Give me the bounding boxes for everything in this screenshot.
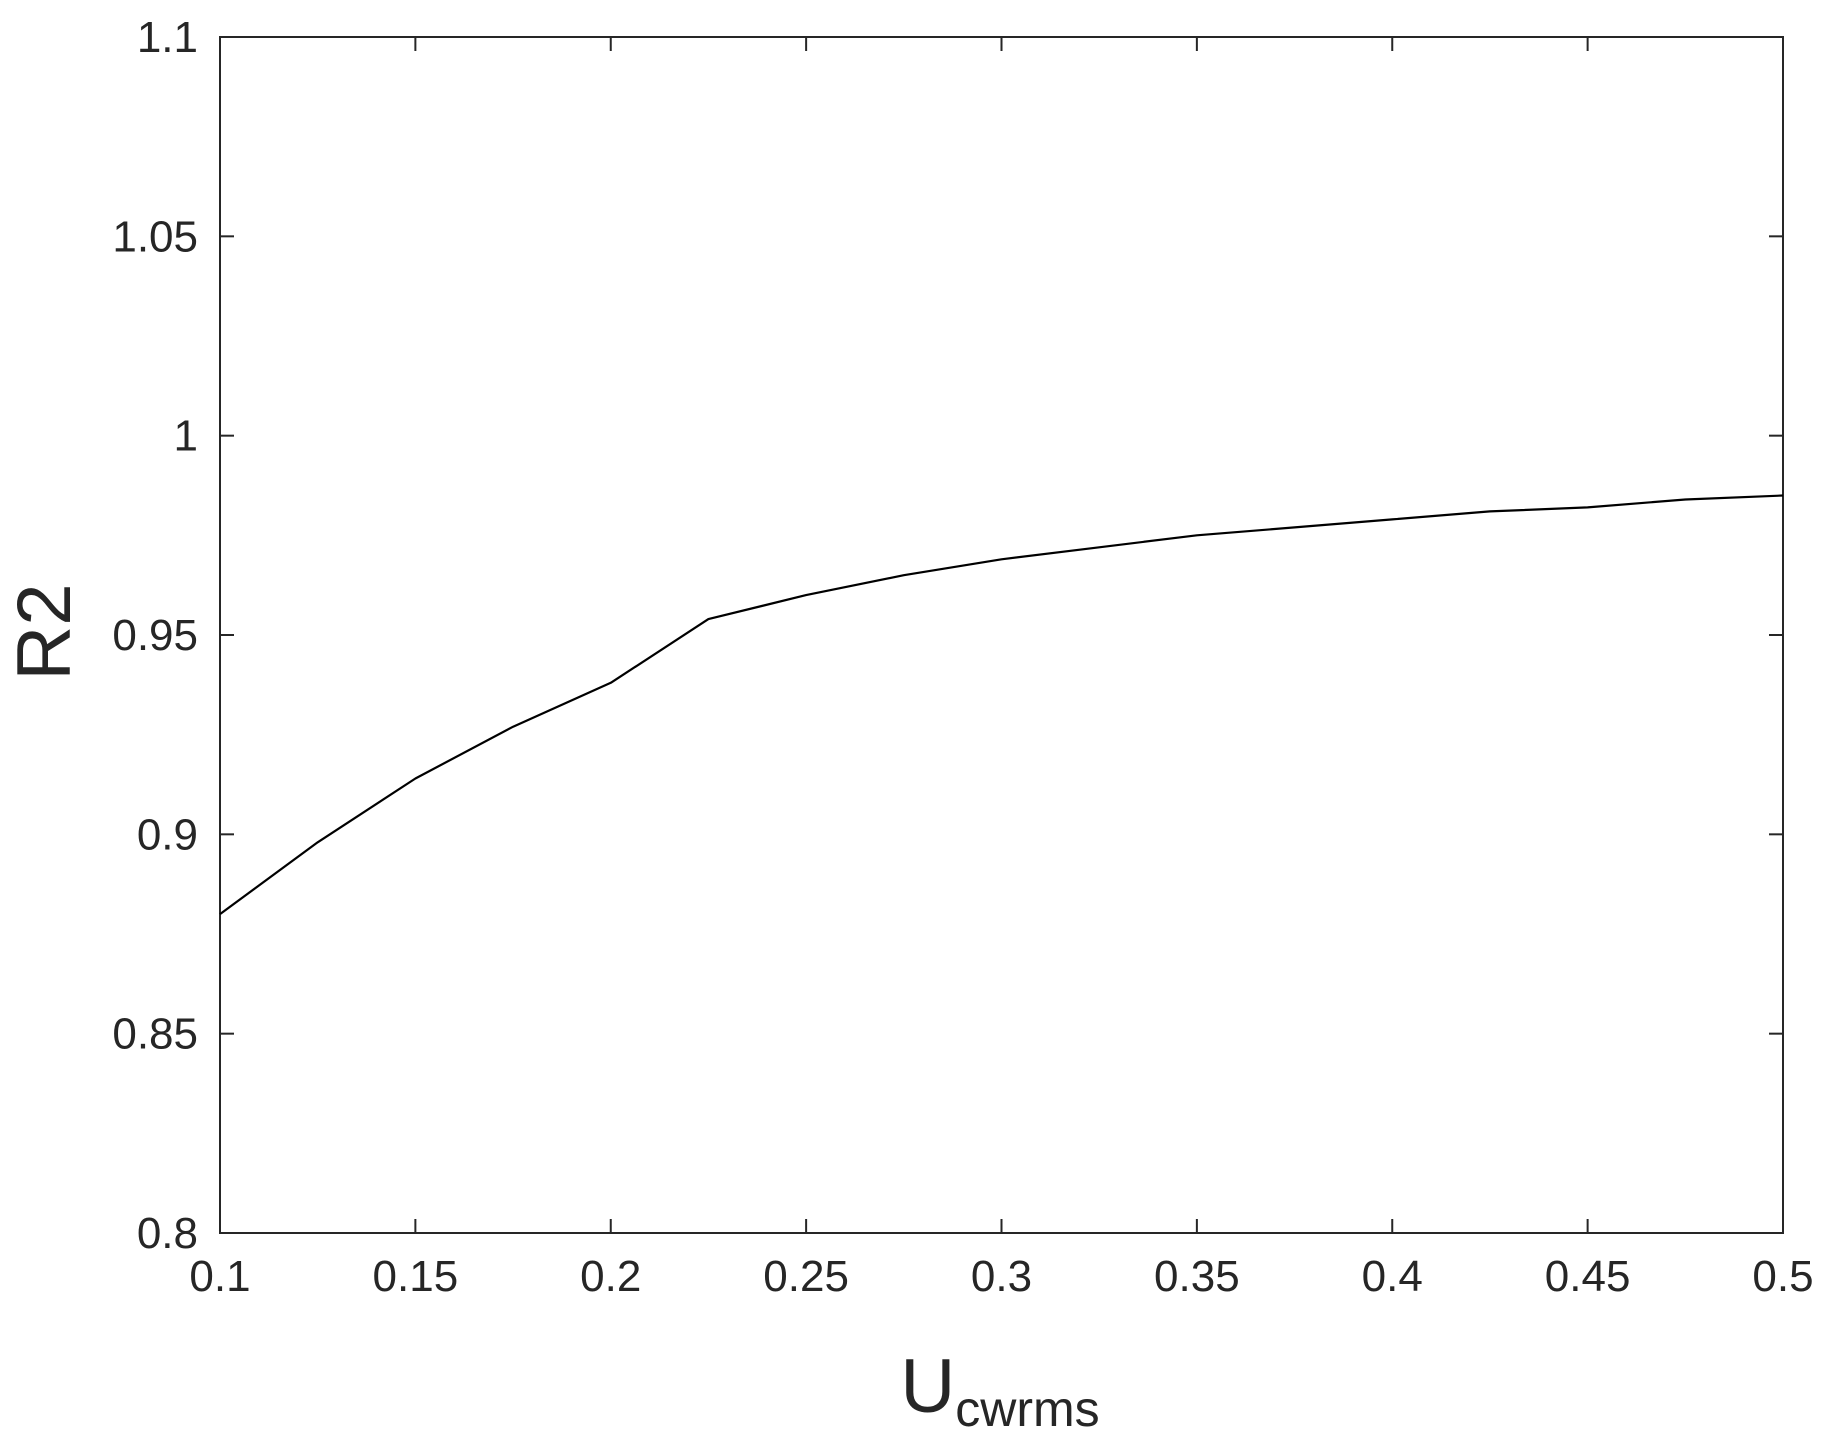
- x-axis-title-subscript: cwrms: [955, 1381, 1099, 1437]
- y-tick-label: 1.05: [112, 212, 198, 261]
- x-tick-label: 0.3: [971, 1252, 1032, 1301]
- y-axis-title: R2: [2, 583, 87, 680]
- x-tick-label: 0.15: [373, 1252, 459, 1301]
- series-layer: [219, 494, 1784, 915]
- x-tick-label: 0.4: [1362, 1252, 1423, 1301]
- y-tick-label: 1.1: [137, 13, 198, 62]
- x-tick-label: 0.35: [1154, 1252, 1240, 1301]
- series-line: [219, 494, 1784, 915]
- x-tick-label: 0.25: [763, 1252, 849, 1301]
- x-tick-label: 0.45: [1545, 1252, 1631, 1301]
- x-axis-title-main: U: [900, 1344, 955, 1429]
- x-tick-label: 0.5: [1752, 1252, 1813, 1301]
- x-axis-title: Ucwrms: [900, 1344, 1099, 1437]
- y-tick-label: 0.95: [112, 611, 198, 660]
- x-axis-tick-labels: 0.1 0.15 0.2 0.25 0.3 0.35 0.4 0.45 0.5: [189, 1252, 1813, 1301]
- x-axis-ticks: [219, 37, 1784, 1233]
- y-axis-tick-labels: 0.8 0.85 0.9 0.95 1 1.05 1.1: [112, 13, 198, 1258]
- y-tick-label: 0.9: [137, 810, 198, 859]
- x-tick-label: 0.2: [580, 1252, 641, 1301]
- y-tick-label: 0.8: [137, 1209, 198, 1258]
- x-tick-label: 0.1: [189, 1252, 250, 1301]
- y-tick-label: 1: [174, 412, 198, 461]
- plot-area: [219, 36, 1784, 1234]
- y-tick-label: 0.85: [112, 1010, 198, 1059]
- y-axis-ticks: [220, 36, 1783, 1234]
